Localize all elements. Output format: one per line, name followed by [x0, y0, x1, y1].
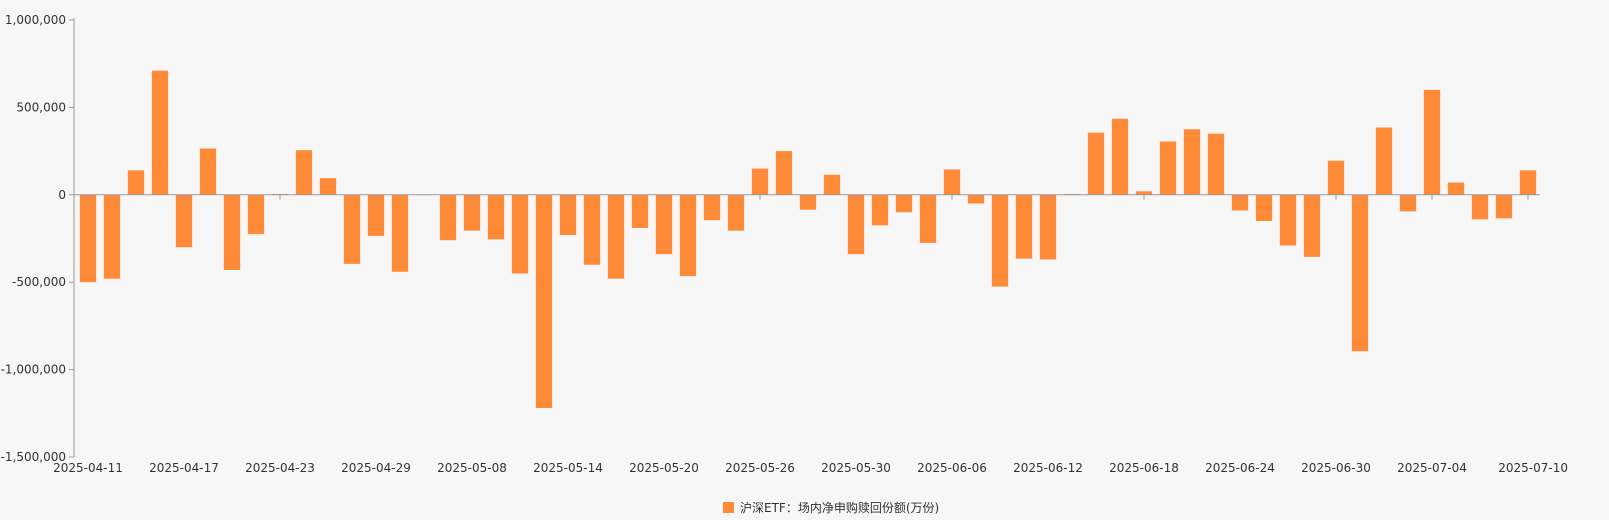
x-tick-label: 2025-05-26 — [725, 461, 795, 475]
bar-2025-04-29[interactable] — [367, 194, 385, 236]
bar-2025-06-10[interactable] — [991, 194, 1009, 287]
y-tick-label: -500,000 — [12, 275, 66, 289]
bar-2025-04-25[interactable] — [319, 178, 337, 195]
legend-label: 沪深ETF：场内净申购赎回份额(万份) — [740, 500, 939, 515]
bar-2025-05-20[interactable] — [655, 194, 673, 255]
bar-2025-04-22[interactable] — [247, 194, 265, 235]
x-tick-label: 2025-07-04 — [1397, 461, 1467, 475]
bar-2025-04-17[interactable] — [175, 194, 193, 248]
x-tick-label: 2025-06-12 — [1013, 461, 1083, 475]
bar-2025-06-24[interactable] — [1231, 194, 1249, 211]
x-tick-label: 2025-06-24 — [1205, 461, 1275, 475]
bar-2025-04-30[interactable] — [391, 194, 409, 272]
legend-swatch — [723, 502, 734, 513]
x-tick-label: 2025-06-18 — [1109, 461, 1179, 475]
bar-2025-05-13[interactable] — [535, 194, 553, 409]
x-tick-label: 2025-04-17 — [149, 461, 219, 475]
bar-2025-06-30[interactable] — [1327, 160, 1345, 195]
bar-2025-05-07[interactable] — [439, 194, 457, 241]
bar-2025-06-04[interactable] — [895, 194, 913, 213]
bar-2025-05-08[interactable] — [463, 194, 481, 231]
bar-2025-04-14[interactable] — [103, 194, 121, 279]
bar-2025-04-28[interactable] — [343, 194, 361, 264]
bar-2025-06-16[interactable] — [1087, 132, 1105, 195]
bar-2025-07-07[interactable] — [1447, 182, 1465, 195]
bar-2025-07-03[interactable] — [1399, 194, 1417, 212]
bar-2025-05-23[interactable] — [727, 194, 745, 231]
bar-2025-06-27[interactable] — [1303, 194, 1321, 257]
bar-2025-06-05[interactable] — [919, 194, 937, 243]
bar-2025-05-14[interactable] — [559, 194, 577, 235]
bar-2025-06-09[interactable] — [967, 194, 985, 204]
x-tick-label: 2025-05-30 — [821, 461, 891, 475]
x-tick-label: 2025-04-29 — [341, 461, 411, 475]
bar-2025-04-11[interactable] — [79, 194, 97, 283]
x-tick-label: 2025-05-14 — [533, 461, 603, 475]
y-tick-label: -1,000,000 — [1, 363, 66, 377]
bar-2025-05-30[interactable] — [847, 194, 865, 255]
y-tick-label: -1,500,000 — [1, 450, 66, 464]
axes-layer: 1,000,000 500,000 0 -500,000 -1,000,000 -1,50… — [1, 13, 1568, 475]
x-tick-label: 2025-04-23 — [245, 461, 315, 475]
bar-2025-04-24[interactable] — [295, 150, 313, 195]
bar-2025-05-22[interactable] — [703, 194, 721, 221]
bar-2025-06-26[interactable] — [1279, 194, 1297, 246]
bar-2025-06-11[interactable] — [1015, 194, 1033, 259]
legend[interactable]: 沪深ETF：场内净申购赎回份额(万份) — [723, 500, 939, 515]
y-tick-label: 1,000,000 — [5, 13, 66, 27]
bar-2025-06-03[interactable] — [871, 194, 889, 226]
bar-2025-06-25[interactable] — [1255, 194, 1273, 222]
bar-2025-04-16[interactable] — [151, 70, 169, 195]
bar-2025-06-18[interactable] — [1135, 191, 1153, 195]
x-tick-label: 2025-05-20 — [629, 461, 699, 475]
bar-2025-05-09[interactable] — [487, 194, 505, 240]
bar-2025-07-01[interactable] — [1351, 194, 1369, 352]
bar-2025-05-19[interactable] — [631, 194, 649, 229]
bar-2025-06-23[interactable] — [1207, 133, 1225, 195]
x-tick-label: 2025-06-06 — [917, 461, 987, 475]
bar-2025-06-17[interactable] — [1111, 118, 1129, 195]
x-tick-label: 2025-07-10 — [1498, 461, 1568, 475]
bar-2025-06-20[interactable] — [1183, 129, 1201, 195]
x-tick-label: 2025-05-08 — [437, 461, 507, 475]
bar-2025-07-02[interactable] — [1375, 127, 1393, 195]
bars-layer — [79, 70, 1537, 409]
bar-2025-05-21[interactable] — [679, 194, 697, 277]
bar-2025-07-04[interactable] — [1423, 89, 1441, 195]
bar-2025-06-19[interactable] — [1159, 141, 1177, 195]
bar-2025-05-12[interactable] — [511, 194, 529, 274]
bar-2025-06-12[interactable] — [1039, 194, 1057, 260]
bar-2025-06-06[interactable] — [943, 169, 961, 195]
bar-2025-05-28[interactable] — [799, 194, 817, 210]
bar-2025-04-18[interactable] — [199, 148, 217, 195]
y-tick-label: 500,000 — [16, 100, 66, 114]
bar-2025-05-16[interactable] — [607, 194, 625, 279]
bar-2025-05-15[interactable] — [583, 194, 601, 265]
bar-2025-05-27[interactable] — [775, 151, 793, 195]
bar-2025-07-10[interactable] — [1519, 170, 1537, 195]
y-tick-label: 0 — [58, 188, 66, 202]
bar-2025-07-08[interactable] — [1471, 194, 1489, 220]
x-tick-label: 2025-04-11 — [53, 461, 123, 475]
bar-2025-07-09[interactable] — [1495, 194, 1513, 219]
bar-2025-05-29[interactable] — [823, 174, 841, 195]
bar-2025-05-26[interactable] — [751, 168, 769, 195]
bar-2025-04-15[interactable] — [127, 170, 145, 195]
bar-2025-04-21[interactable] — [223, 194, 241, 270]
x-tick-label: 2025-06-30 — [1301, 461, 1371, 475]
